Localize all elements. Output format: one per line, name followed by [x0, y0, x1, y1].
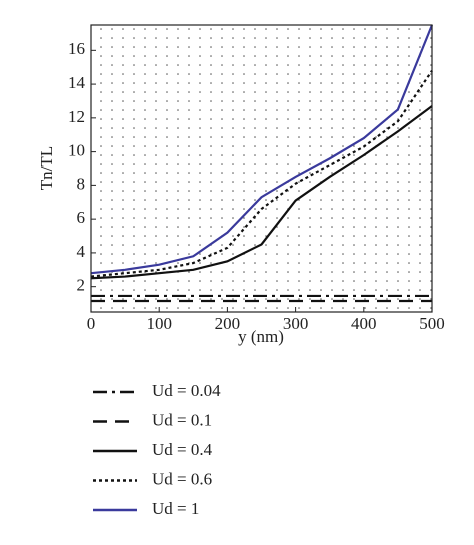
plot-frame — [90, 24, 433, 313]
y-tick-label: 4 — [77, 242, 86, 261]
y-tick-label: 12 — [68, 107, 85, 126]
series-line — [90, 24, 434, 275]
legend-label: Ud = 1 — [152, 499, 199, 518]
y-tick-label: 10 — [68, 141, 85, 160]
legend-label: Ud = 0.4 — [152, 440, 213, 459]
x-tick-label: 300 — [283, 314, 309, 333]
x-axis-label: y (nm) — [238, 327, 284, 346]
x-tick-label: 400 — [351, 314, 377, 333]
legend-label: Ud = 0.04 — [152, 381, 221, 400]
x-tick-label: 100 — [146, 314, 172, 333]
x-tick-label: 500 — [419, 314, 445, 333]
series-line — [90, 69, 433, 278]
series-line — [90, 105, 433, 280]
x-tick-label: 200 — [215, 314, 241, 333]
x-tick-label: 0 — [87, 314, 96, 333]
y-tick-label: 8 — [77, 174, 86, 193]
y-tick-label: 2 — [77, 276, 86, 295]
legend-label: Ud = 0.6 — [152, 469, 212, 488]
y-tick-label: 6 — [77, 208, 86, 227]
y-axis-label: Tn/TL — [37, 146, 56, 190]
plot-background — [91, 25, 432, 312]
legend-label: Ud = 0.1 — [152, 410, 212, 429]
y-tick-label: 16 — [68, 39, 85, 58]
y-tick-label: 14 — [68, 73, 86, 92]
